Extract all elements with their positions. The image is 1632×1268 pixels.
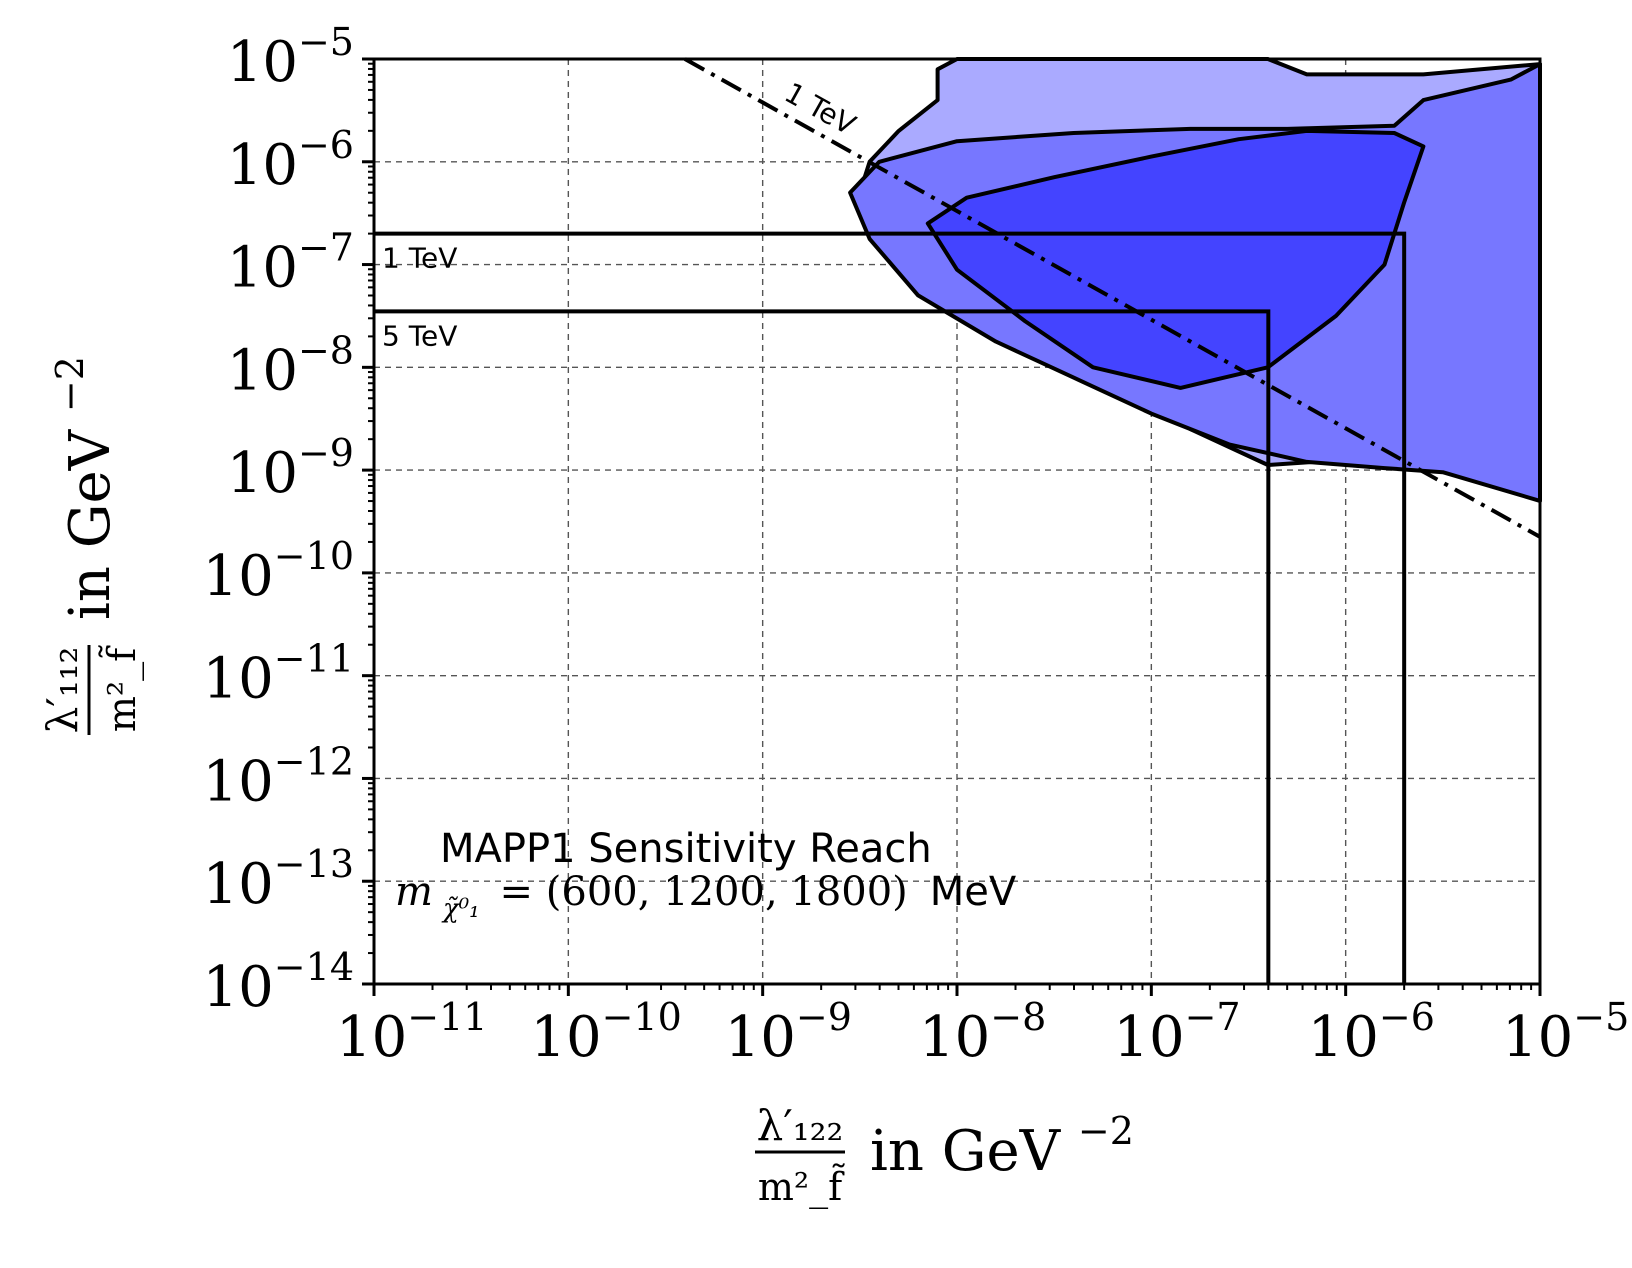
x-tick-base: 10 — [530, 1005, 601, 1070]
mass-values: = (600, 1200, 1800) — [500, 869, 908, 915]
y-tick-label: 10−10 — [203, 534, 354, 609]
x-tick-label: 10−7 — [1113, 995, 1240, 1070]
y-tick-base: 10 — [227, 236, 298, 301]
y-tick-base: 10 — [203, 955, 274, 1020]
y-tick-base: 10 — [227, 441, 298, 506]
y-tick-exp: −6 — [298, 123, 354, 167]
y-tick-label: 10−12 — [203, 739, 354, 814]
y-tick-label: 10−13 — [203, 842, 354, 917]
x-axis-numerator: λ′₁₂₂ — [757, 1101, 844, 1150]
y-axis-title: λ′₁₁₂ m²_f̃ in GeV −2 — [38, 356, 145, 735]
y-tick-label: 10−14 — [203, 945, 354, 1020]
y-axis-numerator: λ′₁₁₂ — [38, 647, 87, 734]
y-axis-suffix-text: in GeV — [58, 428, 123, 620]
y-tick-label: 10−8 — [227, 328, 354, 403]
diagonal-1tev-line — [683, 57, 1541, 539]
y-tick-base: 10 — [227, 30, 298, 95]
diagonal-line-label: 1 TeV — [779, 76, 861, 142]
x-axis-suffix-text: in GeV — [870, 1119, 1062, 1184]
x-tick-base: 10 — [336, 1005, 407, 1070]
x-axis-suffix-exp: −2 — [1078, 1109, 1134, 1153]
y-tick-exp: −11 — [274, 637, 354, 681]
x-tick-exp: −11 — [407, 995, 487, 1039]
tick-labels: 10−11 10−10 10−9 10−8 10−7 10−6 10−510−1410−13… — [203, 20, 1630, 1070]
plot-frame — [372, 57, 1542, 986]
limit-box-label: 5 TeV — [382, 319, 457, 352]
y-tick-exp: −13 — [274, 842, 354, 886]
y-tick-exp: −7 — [298, 226, 354, 270]
x-tick-base: 10 — [725, 1005, 796, 1070]
x-tick-label: 10−11 — [336, 995, 487, 1070]
x-tick-label: 10−8 — [919, 995, 1046, 1070]
x-tick-exp: −6 — [1379, 995, 1435, 1039]
x-axis-title: λ′₁₂₂ m²_f̃ in GeV −2 — [755, 1101, 1134, 1210]
x-tick-label: 10−10 — [530, 995, 681, 1070]
y-tick-label: 10−7 — [227, 226, 354, 301]
y-tick-label: 10−9 — [227, 431, 354, 506]
y-axis-denominator: m²_f̃ — [99, 645, 145, 732]
limit-lines: 1 TeV 1 TeV 5 TeV — [374, 57, 1541, 984]
limit-box-line — [374, 231, 1407, 984]
y-tick-base: 10 — [203, 852, 274, 917]
y-tick-exp: −9 — [298, 431, 354, 475]
y-tick-label: 10−6 — [227, 123, 354, 198]
mass-symbol: m — [395, 869, 433, 915]
annotation-mass: m χ̃⁰₁ = (600, 1200, 1800) MeV — [395, 869, 1017, 926]
y-tick-base: 10 — [203, 749, 274, 814]
x-tick-exp: −9 — [796, 995, 852, 1039]
x-tick-label: 10−5 — [1502, 995, 1629, 1070]
y-tick-label: 10−11 — [203, 637, 354, 712]
mass-subscript: χ̃⁰₁ — [441, 894, 480, 924]
x-tick-exp: −7 — [1185, 995, 1241, 1039]
y-axis-suffix: in GeV −2 — [48, 356, 123, 620]
x-tick-base: 10 — [1308, 1005, 1379, 1070]
y-tick-base: 10 — [227, 133, 298, 198]
y-tick-base: 10 — [203, 647, 274, 712]
x-axis-suffix: in GeV −2 — [870, 1109, 1134, 1184]
x-axis-denominator: m²_f̃ — [758, 1164, 845, 1210]
x-tick-base: 10 — [919, 1005, 990, 1070]
y-tick-exp: −10 — [274, 534, 354, 578]
x-tick-exp: −5 — [1573, 995, 1629, 1039]
annotation-title: MAPP1 Sensitivity Reach — [440, 826, 932, 872]
sensitivity-regions — [848, 57, 1542, 503]
y-tick-exp: −8 — [298, 328, 354, 372]
x-tick-label: 10−6 — [1308, 995, 1435, 1070]
y-tick-exp: −12 — [274, 739, 354, 783]
y-tick-exp: −14 — [274, 945, 354, 989]
mass-unit: MeV — [930, 869, 1017, 915]
y-tick-base: 10 — [203, 544, 274, 609]
x-tick-label: 10−9 — [725, 995, 852, 1070]
x-tick-exp: −10 — [602, 995, 682, 1039]
x-tick-base: 10 — [1502, 1005, 1573, 1070]
limit-box-line — [374, 309, 1271, 984]
x-tick-exp: −8 — [990, 995, 1046, 1039]
y-tick-exp: −5 — [298, 20, 354, 64]
limit-box-label: 1 TeV — [382, 242, 457, 275]
sensitivity-region — [925, 128, 1426, 390]
y-tick-base: 10 — [227, 338, 298, 403]
x-tick-base: 10 — [1113, 1005, 1184, 1070]
y-tick-label: 10−5 — [227, 20, 354, 95]
y-axis-suffix-exp: −2 — [48, 356, 92, 412]
